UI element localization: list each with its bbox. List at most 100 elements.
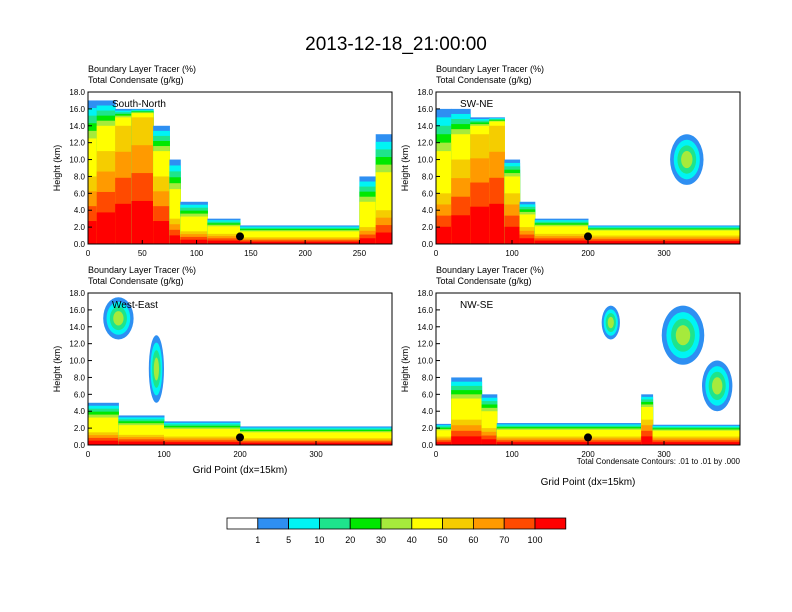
y-tick-label: 8.0 [74, 172, 86, 181]
tracer-band [88, 221, 98, 244]
x-tick-label: 100 [505, 249, 519, 258]
tracer-band [641, 436, 654, 445]
y-tick-label: 12.0 [417, 340, 433, 349]
y-tick-label: 8.0 [422, 172, 434, 181]
y-tick-label: 0.0 [422, 240, 434, 249]
colorbar-swatch [442, 517, 474, 530]
y-tick-label: 10.0 [417, 357, 433, 366]
x-tick-label: 0 [434, 450, 439, 459]
y-tick-label: 4.0 [422, 206, 434, 215]
cross-section-label: South-North [112, 99, 166, 110]
x-axis-label: Grid Point (dx=15km) [193, 465, 288, 476]
y-tick-label: 2.0 [74, 424, 86, 433]
y-tick-label: 18.0 [69, 289, 85, 298]
tracer-band [164, 442, 241, 445]
panel-subtitle-tracer: Boundary Layer Tracer (%) [436, 265, 544, 275]
y-axis-label: Height (km) [52, 145, 62, 192]
y-tick-label: 0.0 [422, 441, 434, 450]
y-tick-label: 10.0 [417, 156, 433, 165]
tracer-blob [153, 357, 159, 381]
panels: Boundary Layer Tracer (%)Total Condensat… [52, 64, 741, 488]
tracer-band [451, 436, 483, 445]
tracer-band [470, 206, 490, 244]
tracer-blob [675, 325, 691, 346]
cross-section-label: NW-SE [460, 300, 493, 311]
tracer-band [436, 442, 452, 445]
tracer-band [115, 203, 132, 244]
colorbar-swatch [503, 517, 536, 530]
tracer-blob [681, 150, 693, 169]
colorbar-swatch [257, 517, 289, 530]
tracer-band [96, 212, 116, 244]
panel-south-north: Boundary Layer Tracer (%)Total Condensat… [52, 64, 393, 258]
colorbar-label: 70 [499, 535, 509, 545]
colorbar-label: 50 [438, 535, 448, 545]
tracer-band [180, 239, 208, 244]
y-tick-label: 6.0 [422, 390, 434, 399]
tracer-band [451, 215, 471, 244]
colorbar-swatch [318, 517, 351, 530]
y-tick-label: 14.0 [417, 122, 433, 131]
tracer-band [534, 240, 589, 244]
location-marker [584, 232, 592, 241]
tracer-band [169, 235, 181, 244]
colorbar-label: 5 [286, 535, 291, 545]
y-tick-label: 4.0 [74, 407, 86, 416]
colorbar-label: 20 [345, 535, 355, 545]
x-tick-label: 50 [138, 249, 147, 258]
colorbar-label: 40 [407, 535, 417, 545]
x-tick-label: 200 [581, 249, 595, 258]
panel-subtitle-tracer: Boundary Layer Tracer (%) [436, 64, 544, 74]
y-axis-label: Height (km) [52, 346, 62, 393]
tracer-band [118, 441, 165, 445]
panel-subtitle-tracer: Boundary Layer Tracer (%) [88, 64, 196, 74]
tracer-band [436, 226, 452, 244]
panel-subtitle-condensate: Total Condensate (g/kg) [88, 75, 184, 85]
y-tick-label: 10.0 [69, 357, 85, 366]
colorbar-swatch [349, 517, 382, 530]
colorbar-swatch [226, 517, 259, 530]
y-tick-label: 8.0 [74, 373, 86, 382]
panel-subtitle-condensate: Total Condensate (g/kg) [88, 276, 184, 286]
tracer-band [169, 189, 181, 244]
x-tick-label: 200 [233, 450, 247, 459]
tracer-field [436, 305, 740, 445]
colorbar: 1 5 10 20 30 40 50 60 70 100 [226, 517, 567, 545]
y-tick-label: 12.0 [69, 340, 85, 349]
x-tick-label: 100 [190, 249, 204, 258]
panel-sw-ne: Boundary Layer Tracer (%)Total Condensat… [400, 64, 741, 258]
tracer-band [131, 200, 154, 244]
y-tick-label: 2.0 [422, 424, 434, 433]
tracer-band [489, 203, 505, 244]
y-tick-label: 0.0 [74, 240, 86, 249]
y-tick-label: 16.0 [69, 105, 85, 114]
tracer-band [519, 238, 536, 244]
tracer-band [153, 221, 170, 244]
y-axis-label: Height (km) [400, 346, 410, 393]
x-tick-label: 0 [86, 249, 91, 258]
y-tick-label: 18.0 [69, 88, 85, 97]
colorbar-label: 60 [468, 535, 478, 545]
x-tick-label: 0 [434, 249, 439, 258]
x-tick-label: 150 [244, 249, 258, 258]
tracer-blob [712, 377, 723, 395]
colorbar-swatch [534, 517, 567, 530]
y-tick-label: 6.0 [422, 189, 434, 198]
y-tick-label: 2.0 [74, 223, 86, 232]
y-tick-label: 8.0 [422, 373, 434, 382]
tracer-field [88, 100, 392, 244]
x-tick-label: 100 [157, 450, 171, 459]
tracer-band [652, 442, 740, 445]
tracer-field [88, 297, 392, 445]
panel-subtitle-condensate: Total Condensate (g/kg) [436, 75, 532, 85]
y-tick-label: 10.0 [69, 156, 85, 165]
tracer-blob [113, 311, 124, 326]
x-tick-label: 200 [298, 249, 312, 258]
y-tick-label: 12.0 [417, 139, 433, 148]
panel-subtitle-tracer: Boundary Layer Tracer (%) [88, 265, 196, 275]
colorbar-label: 10 [314, 535, 324, 545]
y-tick-label: 12.0 [69, 139, 85, 148]
tracer-band [207, 240, 241, 244]
colorbar-label: 30 [376, 535, 386, 545]
